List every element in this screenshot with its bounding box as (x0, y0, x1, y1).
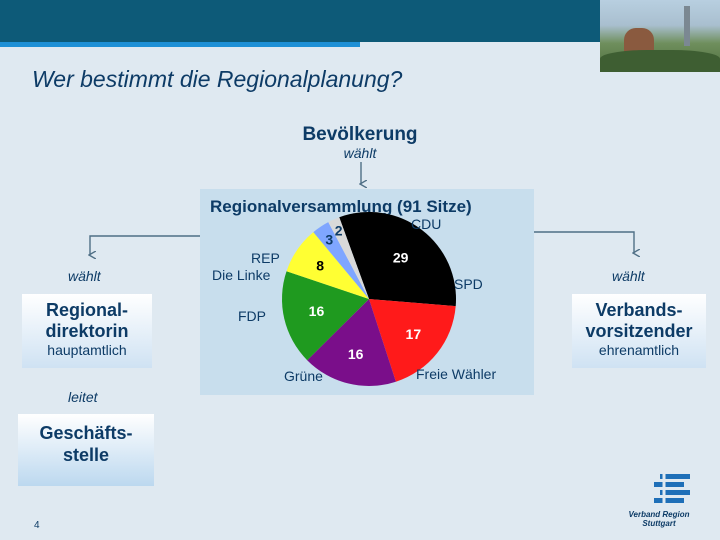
pie-label-spd: SPD (454, 276, 483, 292)
page-number: 4 (34, 520, 40, 531)
population-title: Bevölkerung (302, 124, 418, 145)
pie-slice-cdu (339, 211, 456, 307)
director-role: hauptamtlich (47, 342, 127, 358)
pie-label-grüne: Grüne (284, 368, 323, 384)
director-title-2: direktorin (45, 321, 129, 341)
pie-value-die-linke: 3 (325, 232, 333, 248)
pie-slice-spd (369, 299, 456, 382)
pie-slice-die-linke (313, 222, 369, 299)
pie-slice-fdp (286, 232, 369, 299)
office-title-1: Geschäfts- (39, 423, 133, 443)
director-election-label: wählt (68, 268, 101, 284)
office-title-2: stelle (62, 445, 110, 465)
pie-value-freie-wähler: 16 (348, 346, 364, 362)
chair-title-2: vorsitzender (585, 321, 693, 341)
logo-mark (654, 474, 690, 503)
pie-value-spd: 17 (406, 326, 422, 342)
chair-election-label: wählt (612, 268, 645, 284)
church-building (624, 28, 654, 54)
office-node: Geschäfts- stelle (18, 414, 154, 486)
population-node: Bevölkerung wählt (280, 124, 440, 161)
logo-text: Verband Region Stuttgart (604, 510, 714, 528)
slide-title: Wer bestimmt die Regionalplanung? (32, 66, 403, 92)
pie-slice-rep (328, 217, 369, 299)
tv-tower (684, 6, 690, 46)
director-node: Regional- direktorin hauptamtlich (22, 294, 152, 368)
pie-value-grüne: 16 (309, 303, 325, 319)
chair-title-1: Verbands- (595, 300, 683, 320)
tree-line (600, 50, 720, 72)
pie-label-freie-wähler: Freie Wähler (416, 366, 497, 382)
pie-slice-grüne (282, 271, 369, 361)
population-action: wählt (343, 145, 377, 161)
leads-label: leitet (68, 389, 98, 405)
pie-value-fdp: 8 (316, 258, 324, 274)
pie-slice-freie-wähler (307, 299, 396, 386)
pie-label-die-linke: Die Linke (212, 267, 271, 283)
director-title-1: Regional- (45, 300, 128, 320)
header-accent-stripe (0, 42, 360, 47)
pie-label-cdu: CDU (411, 216, 442, 232)
pie-label-fdp: FDP (238, 308, 266, 324)
pie-value-cdu: 29 (393, 250, 409, 266)
verband-region-stuttgart-logo: Verband Region Stuttgart (604, 468, 714, 532)
assembly-title: Regionalversammlung (91 Sitze) (210, 197, 472, 216)
pie-value-rep: 2 (335, 223, 343, 239)
logo-line-1: Verband Region (628, 510, 690, 519)
chair-node: Verbands- vorsitzender ehrenamtlich (572, 294, 706, 368)
logo-line-2: Stuttgart (642, 519, 676, 528)
chair-role: ehrenamtlich (598, 342, 680, 358)
city-photo (600, 0, 720, 72)
pie-label-rep: REP (251, 250, 280, 266)
